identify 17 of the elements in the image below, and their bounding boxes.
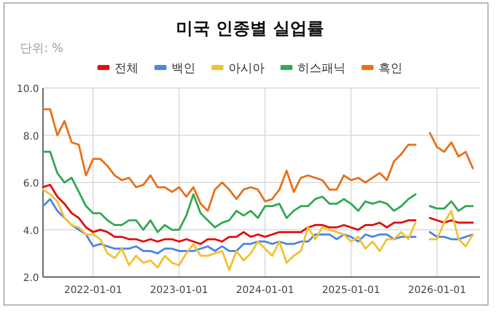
x-tick-label: 2025-01-01 [322,285,380,296]
legend-label: 아시아 [228,61,264,75]
x-tick-label: 2023-01-01 [150,285,208,296]
legend-label: 흑인 [378,61,402,75]
y-tick-label: 6.0 [23,178,39,190]
y-tick-label: 10.0 [16,84,39,95]
chart-subtitle: 단위: % [20,41,64,55]
x-tick-label: 2026-01-01 [408,285,466,296]
chart-title: 미국 인종별 실업률 [176,19,324,39]
x-tick-label: 2024-01-01 [236,285,294,296]
legend-label: 전체 [114,61,138,75]
legend-label: 백인 [172,61,196,75]
x-tick-label: 2022-01-01 [64,285,122,296]
y-tick-label: 2.0 [23,273,39,284]
y-tick-label: 4.0 [23,226,39,237]
y-tick-label: 8.0 [23,131,39,142]
legend-label: 히스패닉 [298,61,346,75]
